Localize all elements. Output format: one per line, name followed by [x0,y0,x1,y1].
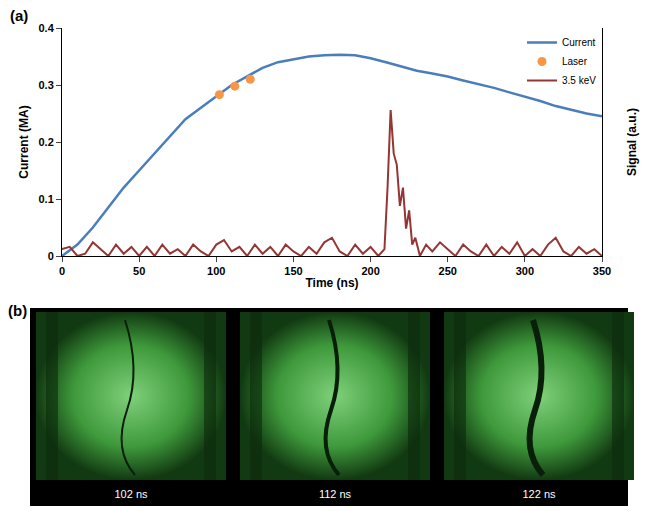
svg-text:0.3: 0.3 [39,79,54,91]
svg-text:300: 300 [516,265,534,277]
svg-text:112 ns: 112 ns [319,488,352,500]
svg-text:0: 0 [59,265,65,277]
svg-text:Current (MA): Current (MA) [17,105,31,178]
svg-text:0: 0 [48,250,54,262]
svg-text:(a): (a) [10,7,28,24]
svg-text:Laser: Laser [562,56,588,67]
svg-text:3.5 keV: 3.5 keV [562,75,596,86]
svg-text:Signal (a.u.): Signal (a.u.) [625,108,639,176]
svg-text:102 ns: 102 ns [114,488,148,500]
svg-text:50: 50 [133,265,145,277]
html-text:(b): (b) [8,302,28,319]
svg-text:250: 250 [439,265,457,277]
svg-text:122 ns: 122 ns [522,488,556,500]
svg-text:0.1: 0.1 [39,193,54,205]
svg-text:200: 200 [361,265,379,277]
svg-text:100: 100 [207,265,225,277]
svg-text:0.2: 0.2 [39,136,54,148]
svg-text:0.4: 0.4 [39,22,55,34]
svg-text:Current: Current [562,37,596,48]
svg-text:150: 150 [284,265,302,277]
svg-text:350: 350 [593,265,611,277]
svg-text:Time (ns): Time (ns) [305,276,358,290]
